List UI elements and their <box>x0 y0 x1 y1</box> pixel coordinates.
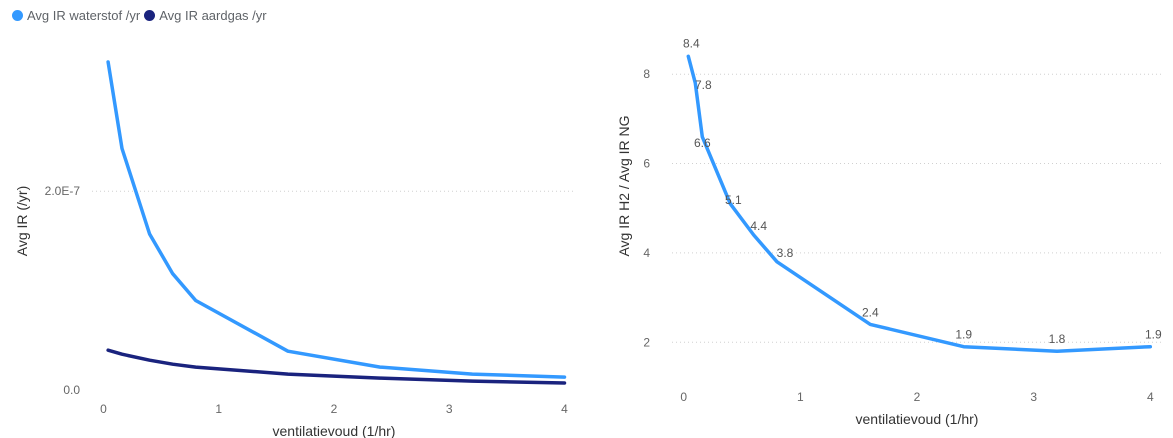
legend-label-waterstof: Avg IR waterstof /yr <box>27 8 141 23</box>
data-label: 7.8 <box>695 78 712 92</box>
data-label: 1.8 <box>1049 332 1066 346</box>
x-tick-label: 0 <box>680 390 687 404</box>
data-label: 6.6 <box>694 136 711 150</box>
chart-legend: Avg IR waterstof /yr Avg IR aardgas /yr <box>12 8 271 23</box>
x-axis-title: ventilatievoud (1/hr) <box>856 411 979 427</box>
x-tick-label: 4 <box>1147 390 1154 404</box>
y-tick-label: 0.0 <box>63 383 80 397</box>
data-label: 2.4 <box>862 305 879 319</box>
y-tick-label: 8 <box>643 67 650 81</box>
y-tick-label: 2 <box>643 335 650 349</box>
x-tick-label: 0 <box>100 402 107 416</box>
y-axis-title: Avg IR H2 / Avg IR NG <box>616 115 632 256</box>
data-label: 3.8 <box>777 246 794 260</box>
x-tick-label: 2 <box>914 390 921 404</box>
y-tick-label: 4 <box>643 246 650 260</box>
series-line-0 <box>106 60 567 379</box>
data-label: 1.9 <box>1145 328 1162 342</box>
legend-item-aardgas[interactable]: Avg IR aardgas /yr <box>144 8 267 23</box>
y-tick-label: 2.0E-7 <box>45 184 81 198</box>
x-tick-label: 1 <box>797 390 804 404</box>
data-label: 1.9 <box>955 328 972 342</box>
data-label: 8.4 <box>683 36 700 50</box>
legend-marker-waterstof <box>12 10 23 21</box>
x-tick-label: 1 <box>215 402 222 416</box>
y-tick-label: 6 <box>643 157 650 171</box>
data-label: 5.1 <box>725 193 742 207</box>
x-tick-label: 3 <box>1030 390 1037 404</box>
series-line-0 <box>686 54 1153 353</box>
x-axis-title: ventilatievoud (1/hr) <box>273 423 396 438</box>
x-tick-label: 2 <box>331 402 338 416</box>
chart-avg-ir: 0.0 2.0E-7 0 1 2 3 4 ventilatievoud (1/hr) Avg I… <box>14 60 576 438</box>
series-line-1 <box>106 348 567 385</box>
legend-item-waterstof[interactable]: Avg IR waterstof /yr <box>12 8 140 23</box>
y-axis-title: Avg IR (/yr) <box>14 186 30 257</box>
chart-ratio: 2 4 6 8 0 1 2 3 4 ventilatievoud (1/hr) Avg IR H2 … <box>616 36 1162 427</box>
x-tick-label: 3 <box>446 402 453 416</box>
x-tick-label: 4 <box>561 402 568 416</box>
data-label: 4.4 <box>750 219 767 233</box>
legend-marker-aardgas <box>144 10 156 21</box>
legend-label-aardgas: Avg IR aardgas /yr <box>159 8 267 23</box>
